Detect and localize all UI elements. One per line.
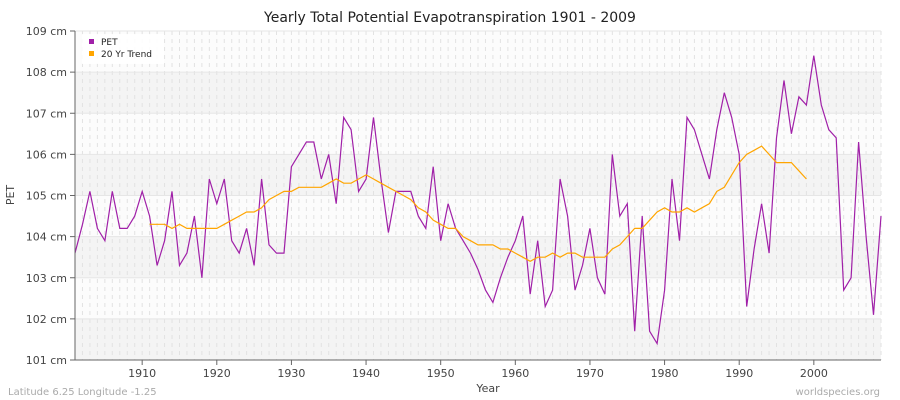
y-tick-label: 105 cm	[26, 190, 67, 203]
legend-label-pet: PET	[101, 38, 118, 48]
chart-title: Yearly Total Potential Evapotranspiratio…	[263, 10, 636, 26]
y-tick-label: 104 cm	[26, 231, 67, 244]
series-lines	[74, 55, 882, 346]
trend-line	[149, 145, 807, 262]
x-tick-label: 1980	[651, 367, 679, 380]
location-label: Latitude 6.25 Longitude -1.25	[8, 387, 157, 398]
x-tick-label: 1920	[203, 367, 231, 380]
x-tick-label: 2000	[800, 367, 828, 380]
x-tick-label: 1930	[277, 367, 305, 380]
y-axis-label: PET	[4, 185, 17, 206]
legend-swatch-pet	[89, 39, 94, 44]
band	[75, 72, 881, 114]
legend-swatch-trend	[89, 51, 94, 56]
legend-box	[82, 34, 164, 64]
x-tick-label: 1940	[352, 367, 380, 380]
x-tick-label: 1990	[725, 367, 753, 380]
x-tick-labels: 1910 1920 1930 1940 1950 1960 1970 1980 1990 2000	[128, 360, 828, 380]
y-tick-labels: 101 cm 102 cm 103 cm 104 cm 105 cm 106 cm 107 …	[26, 25, 75, 367]
x-tick-label: 1950	[427, 367, 455, 380]
y-tick-label: 102 cm	[26, 313, 67, 326]
x-tick-label: 1910	[128, 367, 156, 380]
legend: PET 20 Yr Trend	[82, 34, 164, 64]
y-tick-label: 109 cm	[26, 25, 67, 38]
y-tick-label: 107 cm	[26, 107, 67, 120]
x-tick-label: 1960	[501, 367, 529, 380]
y-tick-label: 101 cm	[26, 354, 67, 367]
y-tick-label: 106 cm	[26, 148, 67, 161]
vertical-grid	[74, 31, 882, 360]
source-label: worldspecies.org	[796, 387, 880, 398]
pet-line	[74, 55, 882, 346]
x-tick-label: 1970	[576, 367, 604, 380]
y-tick-label: 103 cm	[26, 272, 67, 285]
y-tick-label: 108 cm	[26, 66, 67, 79]
legend-label-trend: 20 Yr Trend	[101, 50, 152, 60]
x-axis-label: Year	[475, 382, 500, 395]
